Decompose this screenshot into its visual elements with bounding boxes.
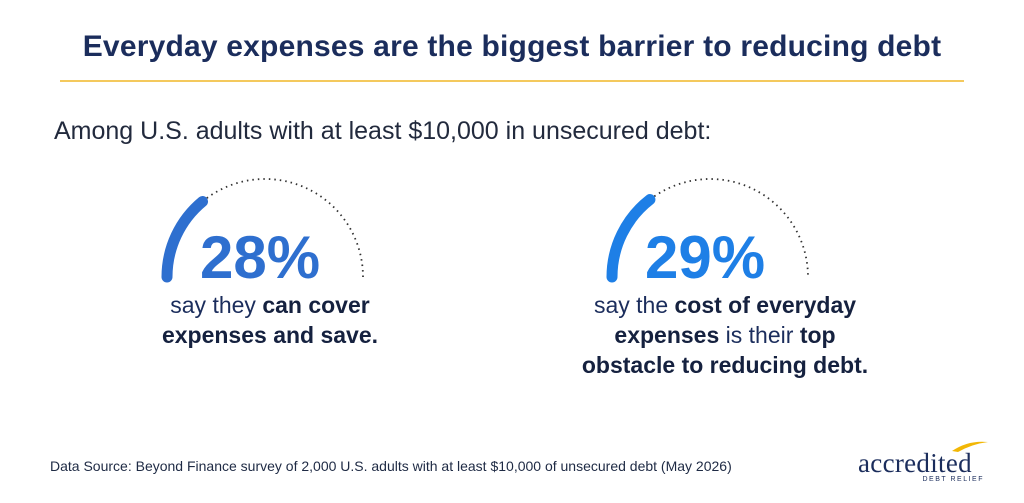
data-source-note: Data Source: Beyond Finance survey of 2,… [50,458,732,474]
gauge-2 [595,165,835,285]
page-title: Everyday expenses are the biggest barrie… [82,30,942,63]
gauge-2-arc [606,194,656,283]
logo-subtitle: DEBT RELIEF [922,476,984,483]
gauge-1-svg [161,178,364,283]
caption-1-part-1: say they [170,292,263,318]
caption-2-bold-4: obstacle to reducing debt. [581,352,869,378]
logo-wordmark: accredited [858,448,972,478]
caption-1-bold-1: can cover [262,292,370,318]
gauge-1-track [201,178,364,278]
caption-2-bold-1: cost of everyday [674,292,857,318]
gauge-1-arc [161,195,209,283]
stat-2-caption: say the cost of everyday expenses is the… [540,290,910,380]
caption-2-bold-3: top [799,322,836,348]
gauge-1 [150,165,390,285]
title-divider [60,80,964,82]
accredited-logo: accredited DEBT RELIEF [858,441,988,486]
caption-2-part-2: is their [719,322,800,348]
caption-2-part-1: say the [593,292,675,318]
logo-swoosh-icon [952,441,988,452]
stat-1-value: 28% [200,224,321,291]
stat-2-value: 29% [645,224,766,291]
stat-1-caption: say they can cover expenses and save. [110,290,430,350]
intro-text: Among U.S. adults with at least $10,000 … [54,117,712,145]
gauge-2-track [649,178,809,278]
gauge-2-svg [606,178,809,283]
caption-1-bold-2: expenses and save. [161,322,379,348]
caption-2-bold-2: expenses [614,322,720,348]
